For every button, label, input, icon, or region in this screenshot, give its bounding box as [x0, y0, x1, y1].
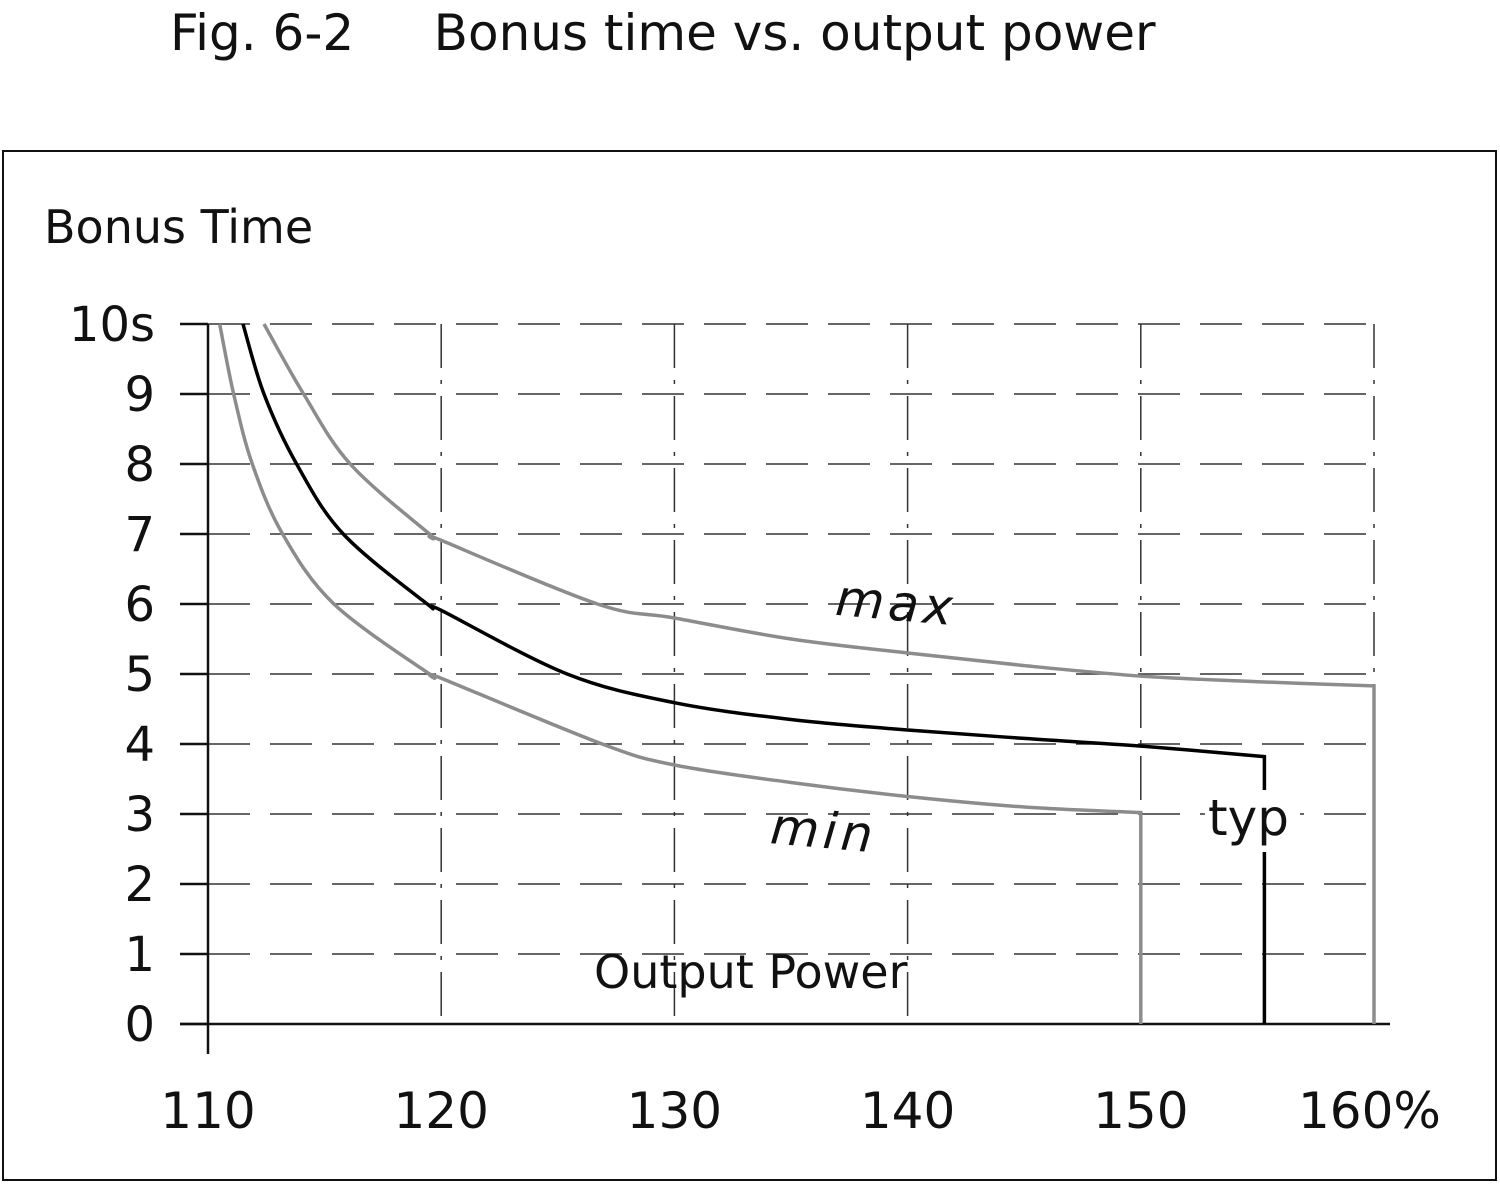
- y-tick-label: 5: [124, 647, 155, 703]
- x-tick-label: 150: [1093, 1082, 1188, 1140]
- y-tick-label: 10s: [69, 297, 155, 353]
- y-tick-label: 9: [124, 367, 155, 423]
- chart-frame: [2, 150, 1497, 1181]
- x-tick-label: 140: [860, 1082, 955, 1140]
- x-tick-label: 120: [393, 1082, 488, 1140]
- series-label-max: max: [833, 569, 959, 637]
- y-tick-label: 8: [124, 437, 155, 493]
- y-axis-label: Bonus Time: [44, 200, 313, 254]
- series-line-min: [217, 323, 1143, 1024]
- y-tick-label: 0: [124, 997, 155, 1053]
- y-tick-label: 4: [124, 717, 155, 773]
- y-tick-label: 6: [124, 577, 155, 633]
- series-line-max: [262, 323, 1376, 1024]
- axes: [180, 322, 1390, 1054]
- series-line-typ: [241, 323, 1267, 1024]
- x-tick-label: 110: [160, 1082, 255, 1140]
- tick-labels: 0 1 2 3 4 5 6 7 8 9 10s 110 120 130 140 150 160%: [69, 297, 1441, 1140]
- series-label-min: min: [768, 797, 879, 864]
- y-tick-label: 3: [124, 787, 155, 843]
- x-axis-label: Output Power: [594, 945, 908, 999]
- y-tick-label: 1: [124, 927, 155, 983]
- series-group: [217, 323, 1376, 1024]
- grid: [208, 323, 1375, 1024]
- y-tick-label: 7: [124, 507, 155, 563]
- series-label-typ: typ: [1208, 789, 1289, 847]
- chart-title: Fig. 6-2 Bonus time vs. output power: [170, 4, 1156, 62]
- y-tick-label: 2: [124, 857, 155, 913]
- x-tick-label: 160%: [1298, 1082, 1441, 1140]
- x-tick-label: 130: [627, 1082, 722, 1140]
